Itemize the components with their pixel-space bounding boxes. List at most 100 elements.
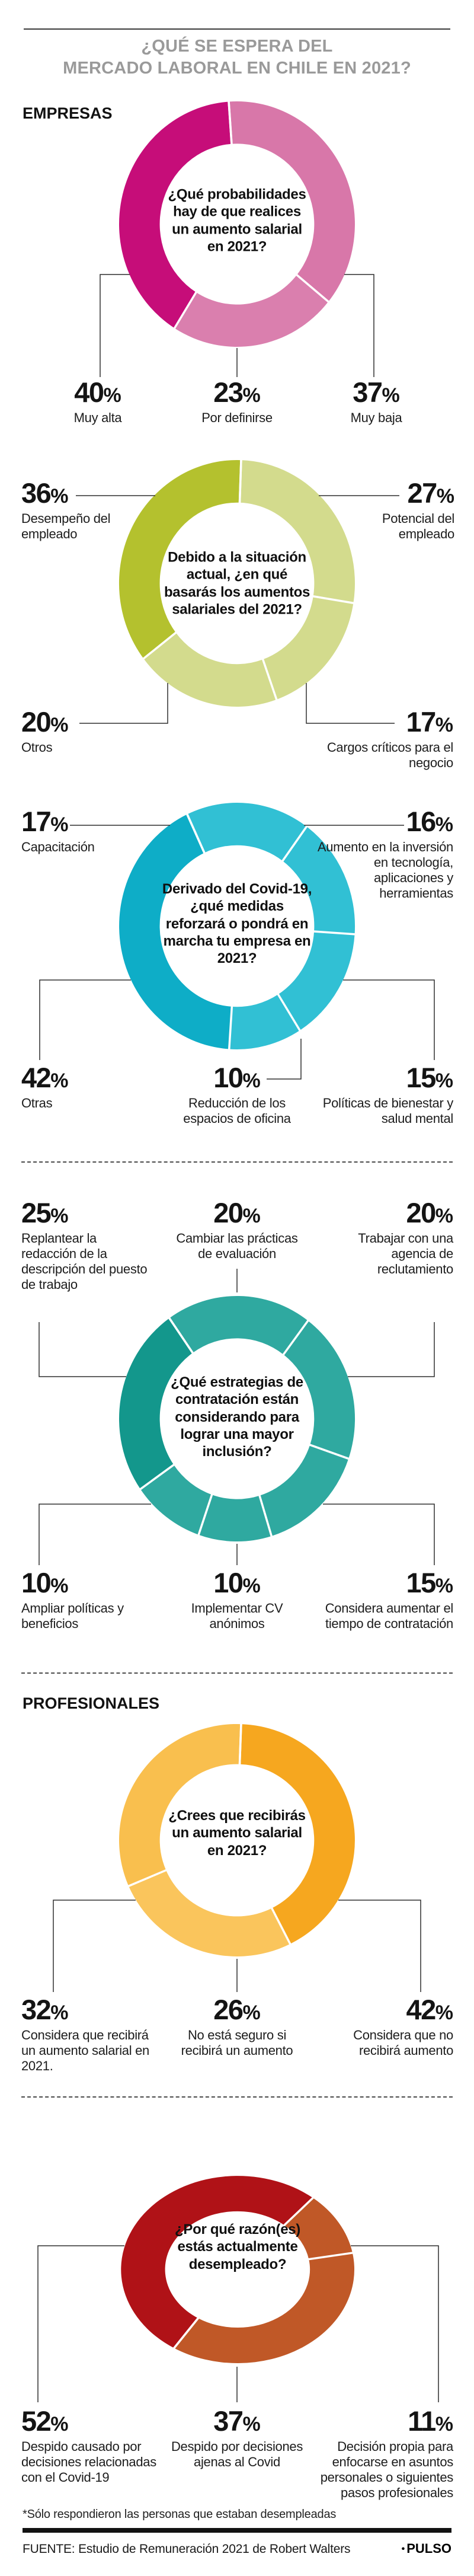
stat-label: Ampliar políticas y beneficios	[21, 1600, 124, 1631]
stat-value: 32%	[21, 1994, 158, 2025]
donut-1-question: Debido a la situación actual, ¿en qué ba…	[164, 549, 310, 618]
donut-0-callout-2: 40% Muy alta	[44, 376, 151, 426]
stat-value: 36%	[21, 477, 153, 509]
stat-label: Considera que recibirá un aumento salari…	[21, 2027, 149, 2073]
stat-value: 17%	[21, 806, 158, 837]
source-text: FUENTE: Estudio de Remuneración 2021 de …	[23, 2542, 351, 2556]
donut-2-segment-3	[229, 994, 300, 1049]
stat-number: 36	[21, 477, 52, 509]
stat-value: 40%	[44, 376, 151, 408]
stat-label: Por definirse	[201, 410, 273, 425]
stat-number: 37	[353, 376, 383, 408]
donut-2-segment-0	[187, 803, 307, 861]
donut-5-question: ¿Por qué razón(es) estás actualmente des…	[175, 2221, 300, 2272]
segment-divider	[261, 658, 278, 701]
stat-value: 11%	[308, 2407, 453, 2435]
donut-2-callout-2: 15% Políticas de bienestar y salud mental	[302, 1064, 454, 1126]
stat-number: 42	[406, 1994, 436, 2025]
percent-sign: %	[435, 1070, 453, 1092]
leader-line	[306, 683, 395, 724]
stat-value: 52%	[21, 2407, 158, 2435]
percent-sign: %	[435, 714, 453, 736]
donut-0-question: ¿Qué probabilidades hay de que realices …	[168, 186, 306, 255]
stat-label: Trabajar con una agencia de reclutamient…	[358, 1230, 453, 1276]
percent-sign: %	[103, 384, 121, 407]
donut-3-segment-1	[283, 1320, 356, 1459]
stat-label: Cargos críticos para el negocio	[326, 739, 453, 770]
segment-divider	[127, 1869, 167, 1888]
segment-divider	[172, 2317, 200, 2350]
donut-5-callout-2: 37% Despido por decisiones ajenas al Covi…	[169, 2405, 305, 2470]
donut-0-callout-0: 37% Muy baja	[323, 376, 430, 426]
stat-label: Desempeño del empleado	[21, 510, 111, 541]
segment-divider	[238, 459, 242, 503]
stat-label: Considera aumentar el tiempo de contrata…	[325, 1600, 454, 1631]
donut-3-callout-5: 25% Replantear la redacción de la descrip…	[21, 1199, 155, 1292]
segment-divider	[173, 291, 197, 330]
stat-number: 17	[406, 706, 436, 738]
percent-sign: %	[242, 1575, 261, 1597]
stat-label: Aumento en la inversión en tecnología, a…	[317, 839, 453, 901]
segment-divider	[296, 273, 330, 303]
stat-number: 32	[21, 1994, 52, 2025]
donut-5-segment-1	[284, 2198, 353, 2259]
segment-divider	[270, 1907, 292, 1945]
donut-5-segment-0	[121, 2176, 313, 2348]
leader-line	[37, 2245, 124, 2402]
stat-number: 10	[213, 1567, 244, 1598]
leader-line	[39, 1504, 151, 1565]
segment-divider	[142, 631, 177, 660]
stat-value: 26%	[169, 1996, 305, 2023]
stat-label: Políticas de bienestar y salud mental	[322, 1095, 454, 1126]
stat-number: 27	[407, 477, 437, 509]
brand-name: PULSO	[406, 2541, 451, 2556]
percent-sign: %	[435, 2002, 453, 2024]
donut-3-segment-4	[140, 1464, 212, 1535]
segment-divider	[277, 993, 302, 1032]
donut-1-segment-3	[118, 459, 241, 659]
donut-0-segment-0	[229, 101, 355, 302]
stat-number: 37	[213, 2405, 244, 2437]
segment-divider	[258, 1495, 273, 1537]
stat-value: 16%	[317, 807, 453, 835]
stat-value: 20%	[169, 1199, 305, 1227]
stat-number: 17	[21, 806, 52, 837]
stat-number: 20	[21, 706, 52, 738]
segment-divider	[312, 595, 354, 605]
stat-value: 10%	[21, 1567, 158, 1598]
leader-line	[351, 2245, 439, 2402]
donut-4-segment-0	[239, 1724, 355, 1944]
leader-line	[100, 274, 130, 377]
segment-divider	[283, 2197, 315, 2227]
leader-line	[323, 1504, 435, 1565]
brand-logo: • PULSO	[402, 2541, 451, 2556]
leader-line	[39, 1322, 126, 1377]
donut-2-callout-0: 17% Capacitación	[21, 806, 158, 855]
donut-3-question: ¿Qué estrategias de contratación están c…	[171, 1374, 303, 1460]
brand-bullet-icon: •	[401, 2544, 405, 2554]
leader-line	[53, 1900, 136, 1992]
donut-3-segment-5	[119, 1318, 193, 1489]
stat-value: 10%	[175, 1064, 299, 1091]
percent-sign: %	[50, 1575, 69, 1597]
donut-3-segment-0	[169, 1295, 308, 1355]
donut-4-callout-0: 42% Considera que no recibirá aumento	[320, 1994, 453, 2058]
donut-1-callout-2: 20% Otros	[21, 706, 152, 755]
donut-2-callout-3: 10% Reducción de los espacios de oficina	[175, 1064, 299, 1126]
stat-label: Decisión propia para enfocarse en asunto…	[320, 2438, 454, 2500]
stat-number: 40	[74, 376, 104, 408]
percent-sign: %	[50, 485, 69, 507]
stat-number: 15	[406, 1567, 436, 1598]
section-label-profesionales: PROFESIONALES	[23, 1694, 160, 1712]
stat-label: Implementar CV anónimos	[191, 1600, 283, 1631]
stat-number: 10	[21, 1567, 52, 1598]
donut-0-segment-1	[174, 274, 329, 347]
leader-line	[79, 683, 168, 724]
donut-1-callout-3: 36% Desempeño del empleado	[21, 477, 153, 542]
percent-sign: %	[436, 485, 454, 507]
stat-value: 15%	[299, 1567, 453, 1598]
segment-divider	[308, 2252, 354, 2261]
leader-line	[338, 1900, 421, 1992]
stat-number: 42	[21, 1062, 52, 1093]
